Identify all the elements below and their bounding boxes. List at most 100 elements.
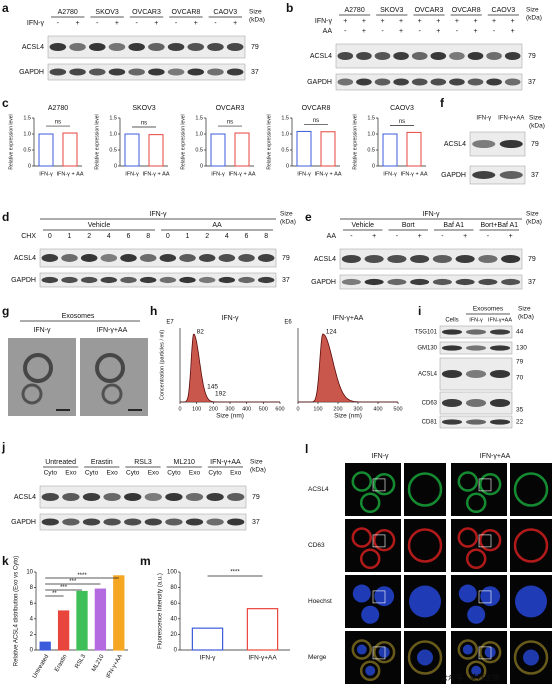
cell-signal [457, 527, 479, 548]
lane-label: Cyto [85, 470, 99, 477]
column-label: IFN-γ+AA [97, 327, 128, 334]
blot-band [504, 78, 521, 86]
group-label: Bort [402, 222, 415, 229]
blot-band [257, 276, 275, 284]
y-tick-label: 0 [114, 163, 117, 169]
blot-band [489, 399, 511, 407]
blot-band [393, 52, 409, 60]
blot-band [364, 255, 384, 263]
blot-band [103, 493, 121, 501]
chart-title: IFN-γ+AA [333, 315, 364, 322]
cell-signal [351, 639, 373, 660]
peak-label: 124 [326, 329, 337, 336]
size-label: Size [250, 459, 263, 466]
blot-strip [47, 35, 246, 59]
lane-label: - [381, 28, 384, 35]
lane-label: Exo [148, 470, 160, 477]
blot-strip [469, 165, 526, 185]
x-tick-label: 300 [353, 406, 362, 412]
chart-title: A2780 [48, 105, 68, 112]
blot-band [489, 419, 511, 425]
blot-band [218, 276, 236, 284]
lane-label: 8 [146, 233, 150, 240]
lane-label: + [233, 20, 237, 27]
size-value: 79 [528, 53, 536, 60]
x-tick-label: 400 [242, 406, 251, 412]
group-label: Exosomes [62, 313, 95, 320]
x-tick-label: 500 [259, 406, 268, 412]
blot-band [159, 254, 177, 262]
x-tick-label: IFN-γ + AA [56, 171, 83, 177]
cell-signal [359, 492, 381, 513]
blot-strip [39, 272, 277, 288]
lane-label: + [194, 20, 198, 27]
blot-band [226, 68, 244, 76]
blot-band [432, 278, 452, 286]
blot-band [206, 493, 224, 501]
blot-band [257, 254, 275, 262]
lane-label: + [436, 28, 440, 35]
lane-label: + [455, 18, 459, 25]
panel-letter: b [286, 1, 293, 15]
size-label: Size [280, 211, 293, 218]
bar [234, 132, 250, 167]
column-label: IFN-γ+AA [480, 453, 511, 460]
blot-strip [39, 485, 247, 509]
blot-band [41, 493, 59, 501]
y-axis-label: Fluorescence Intensity (a.u.) [158, 573, 164, 649]
cell-signal [373, 473, 396, 496]
lane-label: 2 [87, 233, 91, 240]
blot-band [465, 329, 487, 335]
y-tick-label: 0.5 [109, 147, 117, 153]
size-value: 79 [282, 255, 290, 262]
panel-letter: h [150, 304, 157, 318]
lane-label: - [57, 20, 60, 27]
blot-band [455, 278, 475, 286]
lane-label: 4 [225, 233, 229, 240]
blot-band [449, 52, 465, 60]
cell-signal [365, 665, 376, 676]
panel-letter: j [1, 440, 5, 454]
panel-letter: k [2, 554, 9, 568]
cell-signal [458, 584, 477, 603]
blot-band [472, 171, 496, 179]
blot-label: GAPDH [11, 519, 36, 526]
lane-label: + [463, 233, 467, 240]
cell-signal [484, 646, 496, 658]
blot-band [226, 43, 244, 51]
x-tick-label: 200 [209, 406, 218, 412]
blot-band [238, 276, 255, 284]
size-label: Size [529, 115, 542, 122]
blot-band [167, 43, 185, 51]
significance-label: ns [141, 121, 147, 127]
blot-band [432, 255, 452, 263]
x-tick-label: 400 [373, 406, 382, 412]
micrograph-tile [404, 463, 446, 516]
blot-strip [47, 63, 246, 81]
blot-band [337, 52, 354, 60]
y-tick-label: 1.0 [109, 131, 117, 137]
blot-band [218, 254, 236, 262]
blot-band [499, 140, 523, 148]
x-tick-label: IFN-γ + AA [314, 171, 341, 177]
blot-band [364, 278, 384, 286]
blot-strip [39, 248, 277, 268]
y-tick-label: 0 [286, 163, 289, 169]
x-tick-label: IFN-γ+AA [248, 655, 277, 662]
group-label: Bort+Baf A1 [480, 222, 518, 229]
y-tick-label: 100 [167, 570, 178, 576]
blot-band [82, 493, 101, 501]
bar [382, 133, 398, 167]
blot-band [41, 254, 59, 262]
size-label: (kDa) [250, 467, 266, 474]
cell-signal [351, 471, 373, 492]
cell-signal [457, 639, 479, 660]
blot-band [120, 276, 137, 284]
size-value: 79 [252, 494, 260, 501]
y-axis-label: Relative expression level [94, 114, 100, 169]
row-label: AA [327, 233, 337, 240]
blot-strip [335, 73, 523, 91]
blot-band [489, 329, 511, 335]
cell-signal [513, 472, 549, 507]
